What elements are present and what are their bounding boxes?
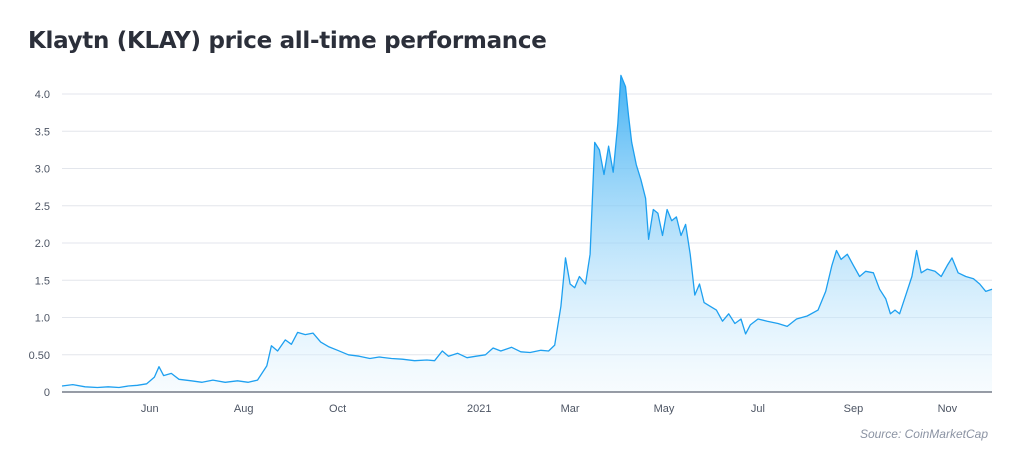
x-tick-label: Oct [329,403,346,415]
y-tick-label: 0.50 [29,350,50,362]
x-tick-label: 2021 [467,403,491,415]
gridlines [62,93,992,356]
x-tick-label: Jul [751,403,765,415]
y-tick-label: 1.5 [35,275,50,287]
y-tick-label: 3.5 [35,126,50,138]
y-tick-label: 3.0 [35,164,50,176]
chart-title: Klaytn (KLAY) price all-time performance [28,28,547,54]
price-line [61,74,993,389]
y-tick-label: 0 [44,387,50,399]
x-tick-label: Sep [844,403,864,415]
y-axis-labels: 0 0.50 1.0 1.5 2.0 2.5 3.0 3.5 4.0 [29,89,50,399]
x-axis-labels: Jun Aug Oct 2021 Mar May Jul Sep Nov [141,403,958,415]
x-tick-label: Mar [561,403,580,415]
x-tick-label: Jun [141,403,159,415]
price-area [62,75,992,393]
x-tick-label: Aug [234,403,254,415]
y-tick-label: 4.0 [35,89,50,101]
y-tick-label: 2.5 [35,201,50,213]
source-note: Source: CoinMarketCap [859,427,988,441]
x-tick-label: May [654,403,675,415]
y-tick-label: 1.0 [35,313,50,325]
y-tick-label: 2.0 [35,238,50,250]
x-tick-label: Nov [938,403,958,415]
